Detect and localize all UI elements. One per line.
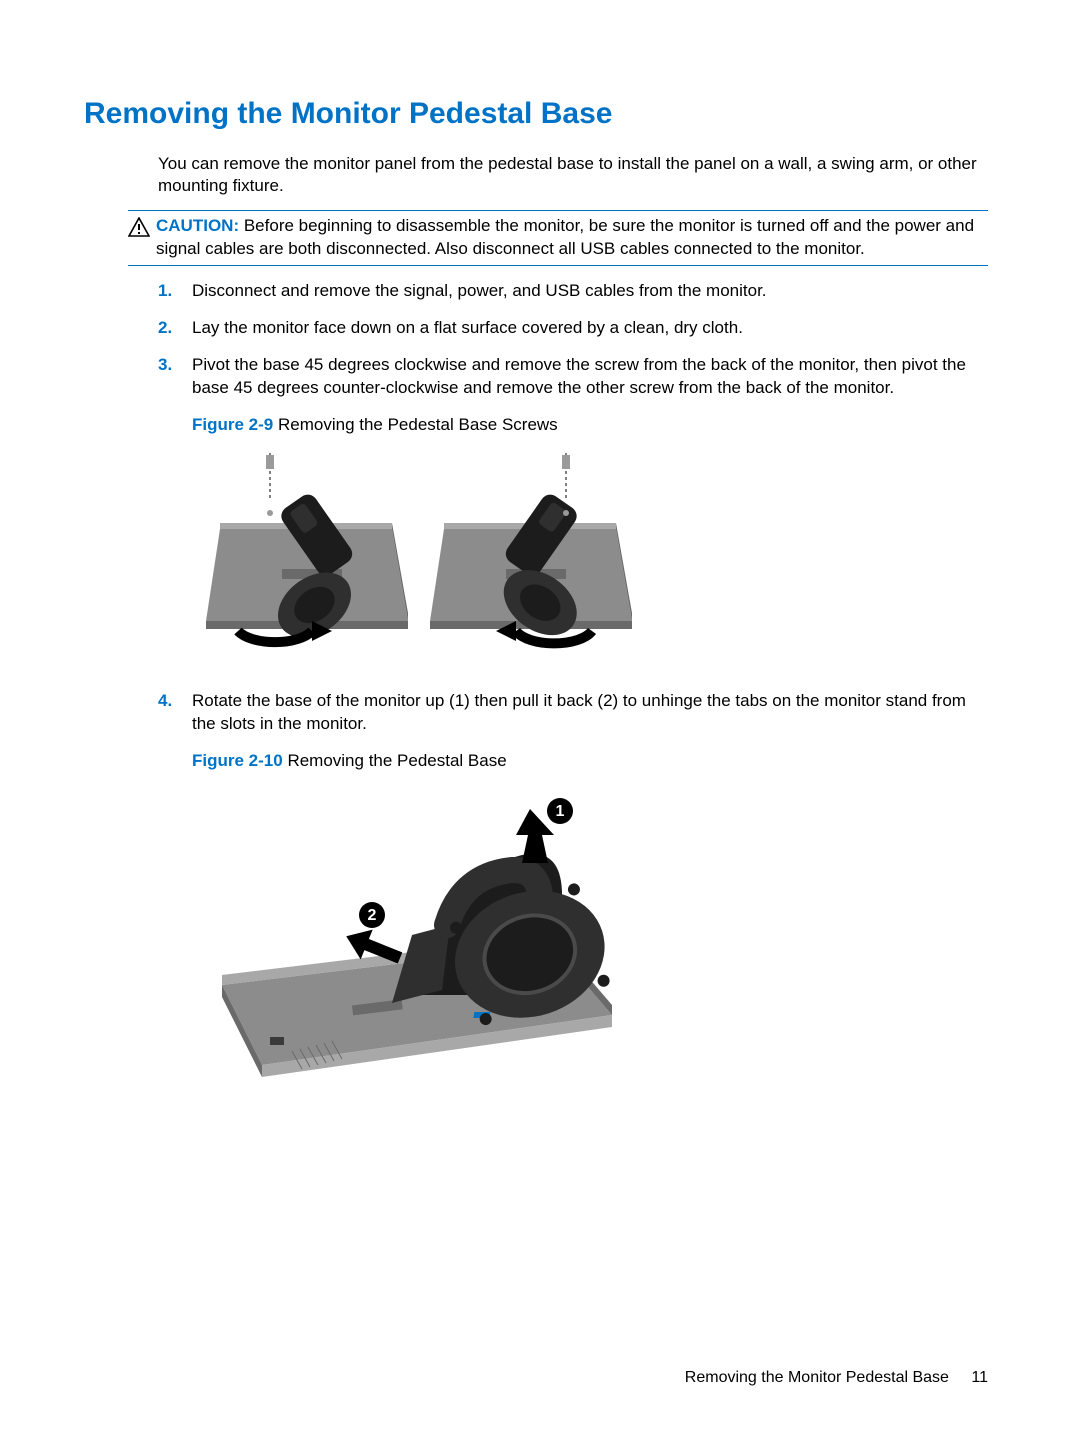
step-number: 3. — [158, 354, 192, 400]
step-text: Pivot the base 45 degrees clockwise and … — [192, 354, 988, 400]
intro-paragraph: You can remove the monitor panel from th… — [158, 153, 988, 199]
page-heading: Removing the Monitor Pedestal Base — [84, 94, 988, 135]
step-text: Lay the monitor face down on a flat surf… — [192, 317, 988, 340]
step-number: 4. — [158, 690, 192, 736]
step-number: 2. — [158, 317, 192, 340]
step-2: 2. Lay the monitor face down on a flat s… — [158, 317, 988, 340]
footer-page-number: 11 — [971, 1369, 988, 1386]
caution-label: CAUTION: — [156, 216, 239, 235]
figure-2-label: Figure 2-10 — [192, 751, 283, 770]
caution-icon — [128, 215, 156, 261]
page-footer: Removing the Monitor Pedestal Base 11 — [685, 1367, 988, 1389]
step-number: 1. — [158, 280, 192, 303]
figure-1-caption: Figure 2-9 Removing the Pedestal Base Sc… — [192, 414, 988, 437]
svg-text:1: 1 — [556, 803, 565, 820]
figure-1-image — [192, 449, 988, 666]
step-4: 4. Rotate the base of the monitor up (1)… — [158, 690, 988, 736]
steps-list: 1. Disconnect and remove the signal, pow… — [158, 280, 988, 400]
figure-2-desc: Removing the Pedestal Base — [287, 751, 506, 770]
figure-1-desc: Removing the Pedestal Base Screws — [278, 415, 558, 434]
footer-section: Removing the Monitor Pedestal Base — [685, 1369, 949, 1386]
step-text: Disconnect and remove the signal, power,… — [192, 280, 988, 303]
step-text: Rotate the base of the monitor up (1) th… — [192, 690, 988, 736]
caution-content: CAUTION: Before beginning to disassemble… — [156, 215, 988, 261]
figure-2-caption: Figure 2-10 Removing the Pedestal Base — [192, 750, 988, 773]
caution-body: Before beginning to disassemble the moni… — [156, 216, 974, 258]
steps-list-cont: 4. Rotate the base of the monitor up (1)… — [158, 690, 988, 736]
figure-2-image: 1 2 — [192, 785, 988, 1092]
svg-text:2: 2 — [368, 907, 377, 924]
step-1: 1. Disconnect and remove the signal, pow… — [158, 280, 988, 303]
step-3: 3. Pivot the base 45 degrees clockwise a… — [158, 354, 988, 400]
figure-1-label: Figure 2-9 — [192, 415, 273, 434]
caution-box: CAUTION: Before beginning to disassemble… — [128, 210, 988, 266]
